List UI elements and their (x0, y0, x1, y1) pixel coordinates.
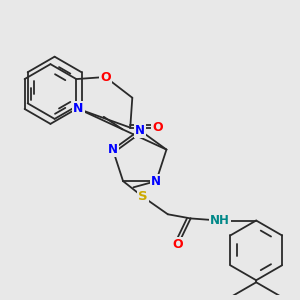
Text: S: S (138, 190, 148, 203)
Text: N: N (135, 124, 145, 136)
Text: NH: NH (210, 214, 230, 227)
Text: N: N (108, 143, 118, 156)
Text: O: O (152, 121, 163, 134)
Text: O: O (172, 238, 183, 251)
Text: N: N (151, 175, 161, 188)
Text: O: O (100, 70, 111, 83)
Text: N: N (73, 102, 84, 116)
